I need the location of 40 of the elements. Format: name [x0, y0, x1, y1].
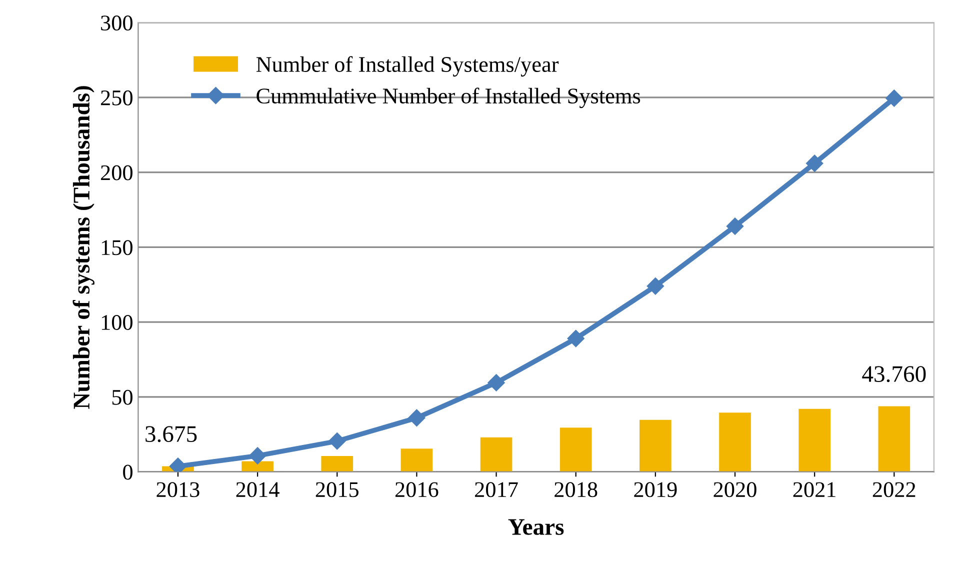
x-tick-label: 2020: [714, 482, 756, 498]
bar: [719, 412, 751, 472]
legend-label: Cummulative Number of Installed Systems: [256, 88, 640, 108]
y-tick-label: 50: [112, 390, 132, 405]
point: [567, 330, 584, 348]
point: [328, 432, 346, 450]
point: [726, 218, 744, 235]
point: [646, 278, 664, 295]
y-tick-label: 200: [100, 165, 132, 180]
y-tick-label: 100: [102, 314, 132, 330]
data-label: 43.760: [862, 366, 926, 382]
x-tick-label: 2015: [316, 482, 358, 498]
point: [488, 374, 505, 392]
bar: [321, 456, 354, 472]
bar: [400, 448, 433, 472]
point: [886, 90, 903, 107]
x-tick-label: 2017: [475, 482, 518, 498]
y-tick-label: 250: [100, 90, 132, 106]
bar: [560, 428, 592, 472]
point: [806, 154, 824, 172]
y-tick-label: 300: [101, 16, 132, 31]
point: [248, 447, 266, 464]
bar: [798, 408, 830, 472]
x-tick-label: 2021: [793, 482, 836, 498]
x-axis-title: Years: [508, 519, 564, 535]
x-tick-label: 2016: [395, 482, 438, 498]
legend-label: Number of Installed Systems/year: [256, 56, 559, 77]
y-tick-label: 150: [102, 240, 132, 256]
x-tick-label: 2018: [554, 482, 598, 498]
y-tick-label: 0: [123, 464, 132, 480]
bar: [480, 437, 512, 472]
y-axis-title: Number of systems (Thousands): [72, 86, 94, 409]
data-label: 3.675: [146, 426, 197, 442]
point: [408, 409, 426, 426]
x-tick-label: 2022: [872, 482, 916, 498]
bar: [640, 420, 672, 472]
bar: [878, 406, 910, 472]
x-tick-label: 2014: [236, 482, 280, 498]
x-tick-label: 2019: [634, 482, 677, 498]
x-tick-label: 2013: [156, 482, 200, 498]
